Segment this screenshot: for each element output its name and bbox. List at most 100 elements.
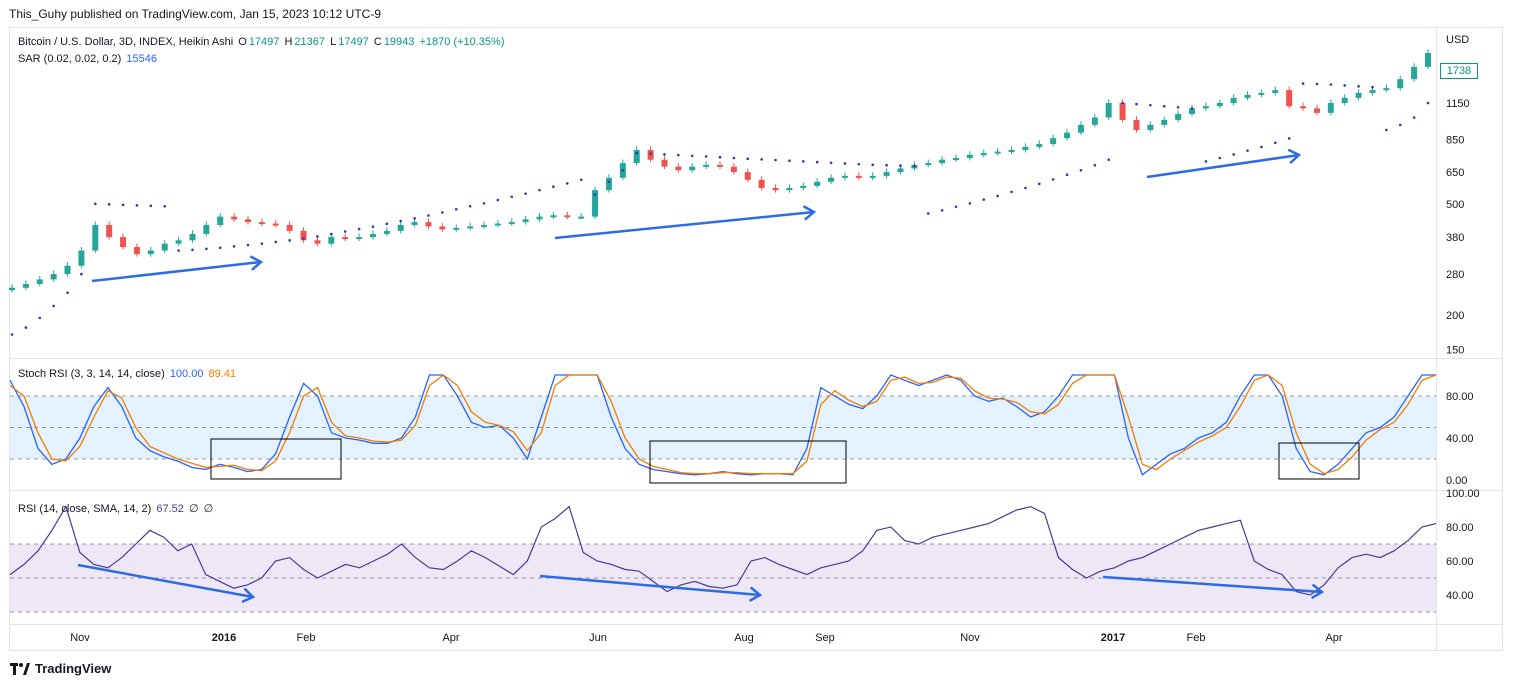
rsi-extra-2: ∅	[203, 503, 214, 515]
sar-dot	[343, 230, 347, 233]
sar-dot	[913, 164, 916, 168]
sar-dot	[1232, 153, 1235, 156]
time-tick-label: Nov	[960, 632, 980, 644]
sar-dot	[177, 249, 180, 252]
ohlc-low-label: L	[330, 36, 337, 48]
last-price-tag: 1738	[1440, 63, 1478, 79]
candle-body	[1286, 90, 1293, 107]
sar-dot	[427, 214, 430, 217]
sar-dot	[371, 225, 375, 229]
candle-body	[272, 223, 279, 226]
time-tick-label: Sep	[815, 632, 835, 644]
sar-dot	[107, 203, 111, 206]
sar-dot	[732, 156, 736, 160]
sar-dot	[1162, 104, 1166, 108]
sar-dot	[649, 152, 652, 156]
stoch-tick-label: 40.00	[1446, 433, 1474, 445]
sar-dot	[857, 162, 861, 166]
sar-dot	[413, 216, 416, 220]
sar-dot	[260, 242, 264, 245]
sar-dot	[1218, 156, 1222, 160]
price-tick-label: 380	[1446, 232, 1464, 244]
price-change: +1870 (+10.35%)	[419, 36, 505, 48]
candle-body	[467, 226, 474, 229]
footer-brand[interactable]: TradingView	[10, 661, 111, 676]
sar-dot	[135, 204, 139, 207]
candle-body	[550, 215, 557, 218]
price-tick-label: 200	[1446, 310, 1464, 322]
candle-body	[78, 250, 85, 266]
sar-dot	[565, 182, 569, 185]
sar-dot	[1287, 137, 1291, 140]
sar-dot	[940, 209, 944, 212]
candle-body	[300, 230, 307, 241]
sar-dot	[1246, 149, 1249, 152]
sar-dot	[899, 164, 902, 167]
candle-body	[897, 168, 904, 173]
price-tick-label: 150	[1446, 345, 1464, 357]
sar-dot	[1343, 84, 1347, 87]
price-tick-label: 500	[1446, 199, 1464, 211]
sar-dot	[1176, 105, 1180, 109]
candle-body	[161, 243, 168, 251]
sar-dot	[746, 157, 750, 161]
annotation-box	[649, 440, 847, 484]
sar-dot	[52, 304, 55, 308]
sar-dot	[510, 195, 514, 199]
sar-dot	[579, 178, 583, 182]
stoch-legend: Stoch RSI (3, 3, 14, 14, close) 100.00 8…	[18, 368, 238, 380]
arrow-shaft	[1146, 153, 1300, 179]
time-tick-label: Feb	[1187, 632, 1206, 644]
candle-body	[869, 175, 876, 178]
sar-dot	[10, 333, 14, 336]
sar-dot	[357, 227, 361, 231]
sar-dot	[926, 212, 930, 215]
candle-body	[133, 247, 140, 255]
trend-arrow	[77, 563, 256, 604]
sar-dot	[1107, 158, 1111, 162]
sar-dot	[1329, 83, 1333, 86]
sar-dot	[663, 153, 666, 156]
candle-body	[1244, 94, 1251, 98]
sar-dot	[1398, 123, 1402, 127]
rsi-extra-1: ∅	[188, 503, 199, 515]
candle-body	[522, 219, 529, 223]
candle-body	[1341, 97, 1348, 104]
ohlc-open-value: 17497	[248, 36, 280, 48]
candle-body	[411, 222, 418, 225]
sar-dot	[1273, 141, 1277, 145]
trend-arrow	[1102, 575, 1325, 600]
main-legend: Bitcoin / U.S. Dollar, 3D, INDEX, Heikin…	[18, 36, 506, 48]
arrow-shaft	[1102, 575, 1323, 594]
price-tick-label: 1150	[1446, 98, 1470, 110]
ohlc-close-label: C	[373, 36, 382, 48]
candle-body	[1258, 92, 1265, 95]
sar-dot	[274, 240, 278, 244]
stoch-label: Stoch RSI (3, 3, 14, 14, close)	[18, 368, 165, 380]
candle-body	[730, 166, 737, 173]
sar-dot	[1037, 182, 1041, 186]
candle-body	[508, 222, 515, 225]
candle-body	[633, 150, 640, 164]
currency-label[interactable]: USD	[1446, 34, 1470, 46]
sar-dot	[1190, 107, 1194, 110]
rsi-tick-label: 60.00	[1446, 556, 1474, 568]
sar-dot	[288, 239, 291, 242]
annotation-box	[210, 438, 342, 480]
arrow-head	[802, 205, 817, 221]
rsi-value: 67.52	[156, 503, 184, 515]
candle-body	[994, 151, 1001, 154]
sar-dot	[801, 160, 805, 163]
sar-dot	[1426, 101, 1430, 105]
ohlc-low-value: 17497	[338, 36, 369, 48]
candle-body	[1036, 143, 1043, 147]
candle-body	[1133, 119, 1140, 131]
arrow-shaft	[91, 260, 262, 283]
sar-dot	[385, 222, 389, 226]
time-tick-label: Feb	[297, 632, 316, 644]
sar-dot	[538, 188, 541, 192]
candle-body	[1091, 117, 1098, 125]
symbol-title: Bitcoin / U.S. Dollar, 3D, INDEX, Heikin…	[18, 36, 234, 48]
sar-dot	[829, 161, 833, 165]
